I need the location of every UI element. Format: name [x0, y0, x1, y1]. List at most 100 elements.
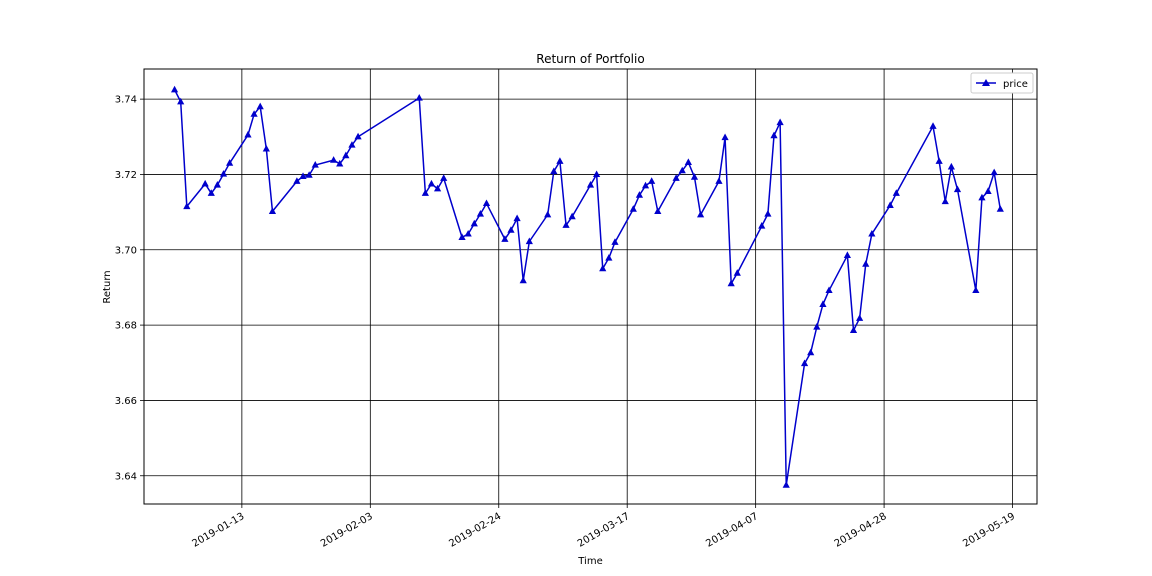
y-tick-label: 3.68 — [115, 321, 137, 332]
data-point-marker — [568, 212, 576, 220]
data-point-marker — [770, 131, 778, 139]
data-point-marker — [886, 201, 894, 208]
data-point-marker — [849, 326, 858, 333]
data-point-marker — [458, 233, 466, 240]
data-point-marker — [293, 177, 301, 184]
data-point-marker — [482, 199, 491, 207]
data-point-marker — [782, 481, 790, 488]
data-point-marker — [354, 132, 362, 140]
grid-lines — [144, 69, 1037, 504]
data-point-marker — [868, 229, 876, 237]
data-point-marker — [715, 177, 723, 184]
y-tick-label: 3.70 — [115, 245, 137, 256]
data-point-marker — [336, 159, 344, 167]
data-point-marker — [972, 286, 980, 294]
y-axis-label: Return — [102, 270, 113, 303]
x-tick-label: 2019-02-03 — [319, 511, 375, 550]
data-point-marker — [415, 94, 423, 101]
series-line — [173, 89, 1002, 486]
data-point-marker — [207, 189, 215, 196]
data-point-marker — [984, 187, 992, 195]
data-point-marker — [813, 322, 821, 330]
data-point-marker — [550, 167, 558, 175]
data-point-marker — [696, 210, 705, 218]
data-point-marker — [892, 189, 900, 196]
data-point-marker — [268, 207, 277, 214]
data-point-marker — [342, 151, 350, 159]
data-point-marker — [586, 181, 595, 188]
data-point-marker — [183, 202, 191, 210]
x-axis-label: Time — [577, 556, 602, 567]
plot-frame — [143, 68, 1038, 505]
data-point-marker — [611, 238, 619, 245]
data-point-marker — [776, 118, 784, 126]
data-point-marker — [690, 173, 699, 180]
data-point-marker — [311, 161, 319, 168]
data-point-marker — [470, 219, 478, 227]
data-point-marker — [556, 157, 564, 164]
x-tick-label: 2019-03-17 — [576, 511, 632, 550]
data-point-marker — [819, 300, 827, 307]
data-point-marker — [635, 191, 644, 198]
data-point-marker — [862, 260, 870, 267]
x-axis-ticks: 2019-01-13 2019-02-03 2019-02-24 2019-03-17… — [191, 504, 1017, 550]
data-point-marker — [807, 348, 815, 356]
x-tick-label: 2019-02-24 — [447, 511, 503, 550]
y-tick-label: 3.64 — [115, 471, 137, 482]
legend-box — [970, 72, 1034, 94]
data-point-marker — [562, 221, 570, 228]
data-point-marker — [843, 251, 851, 259]
data-point-marker — [464, 229, 472, 237]
y-tick-label: 3.66 — [115, 396, 137, 407]
data-point-marker — [348, 141, 356, 148]
data-point-marker — [758, 222, 766, 229]
data-point-marker — [727, 279, 735, 287]
data-point-marker — [544, 210, 552, 218]
data-point-marker — [433, 184, 442, 192]
data-point-marker — [721, 133, 729, 141]
data-point-marker — [427, 179, 436, 187]
data-point-marker — [953, 185, 962, 193]
data-point-marker — [990, 168, 998, 176]
legend-label: price — [1003, 79, 1028, 90]
y-tick-label: 3.74 — [115, 95, 137, 106]
data-point-marker — [226, 159, 234, 166]
x-tick-label: 2019-04-07 — [704, 511, 760, 550]
data-point-marker — [764, 210, 772, 217]
data-point-marker — [684, 158, 692, 166]
data-point-marker — [825, 286, 833, 294]
data-point-marker — [599, 264, 607, 272]
legend: price — [970, 72, 1034, 94]
data-point-marker — [996, 205, 1004, 212]
data-point-marker — [856, 314, 864, 321]
data-point-marker — [421, 189, 429, 196]
data-point-marker — [929, 122, 937, 129]
data-point-marker — [525, 237, 533, 245]
data-point-marker — [501, 235, 509, 242]
data-point-marker — [177, 97, 185, 105]
data-point-marker — [648, 177, 656, 184]
data-point-marker — [672, 174, 680, 181]
data-point-marker — [299, 172, 307, 179]
data-point-marker — [513, 214, 521, 222]
data-point-marker — [678, 166, 686, 174]
chart-title: Return of Portfolio — [536, 52, 644, 66]
data-point-marker — [305, 171, 313, 178]
series-layer — [170, 85, 1004, 488]
data-point-marker — [941, 197, 949, 205]
data-point-marker — [605, 254, 613, 261]
data-point-marker — [800, 359, 809, 367]
data-point-marker — [256, 102, 264, 110]
data-point-marker — [654, 207, 662, 214]
data-point-marker — [170, 85, 179, 93]
x-tick-label: 2019-04-28 — [833, 511, 889, 550]
data-point-marker — [250, 110, 258, 117]
data-point-marker — [507, 226, 515, 233]
data-point-marker — [244, 130, 252, 138]
x-tick-label: 2019-01-13 — [191, 511, 247, 550]
legend-marker-triangle-icon — [982, 79, 990, 86]
data-point-marker — [440, 174, 448, 181]
x-tick-label: 2019-05-19 — [961, 511, 1017, 550]
data-point-marker — [947, 162, 955, 170]
